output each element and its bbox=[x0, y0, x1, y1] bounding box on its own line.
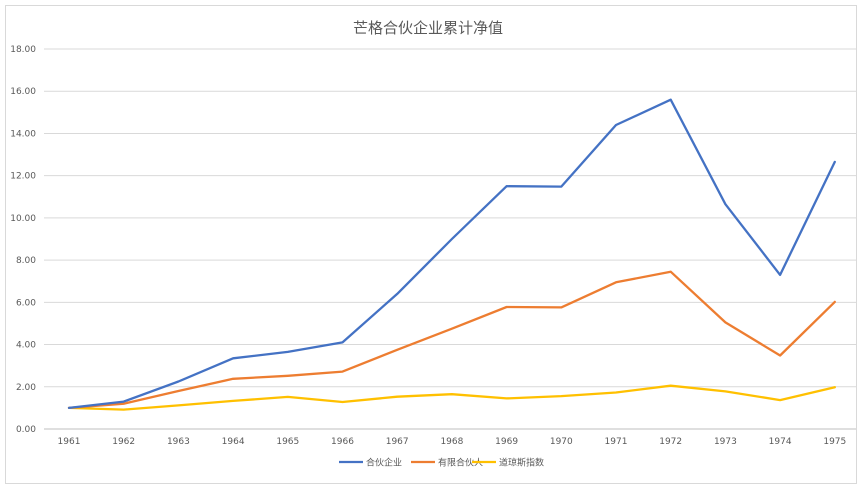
legend-item: 道琼斯指数 bbox=[472, 457, 544, 469]
x-tick-label: 1964 bbox=[222, 437, 245, 447]
x-tick-label: 1967 bbox=[386, 437, 409, 447]
chart-title: 芒格合伙企业累计净值 bbox=[353, 19, 503, 37]
grid-lines bbox=[44, 48, 856, 430]
y-tick-label: 16.00 bbox=[10, 87, 36, 97]
legend-item: 有限合伙人 bbox=[411, 457, 483, 469]
y-axis-ticks: 0.00 2.00 4.00 6.00 8.00 10.00 12.00 14.00 16.00… bbox=[10, 45, 36, 435]
x-axis-ticks: 1961 1962 1963 1964 1965 1966 1967 1968 1969 1970… bbox=[58, 437, 847, 447]
x-tick-label: 1975 bbox=[823, 437, 846, 447]
x-tick-label: 1965 bbox=[276, 437, 299, 447]
y-tick-label: 10.00 bbox=[10, 214, 36, 224]
x-tick-label: 1974 bbox=[769, 437, 792, 447]
legend: 合伙企业 有限合伙人 道琼斯指数 bbox=[339, 457, 544, 469]
series-lines bbox=[67, 98, 836, 411]
legend-item: 合伙企业 bbox=[339, 457, 402, 469]
x-tick-label: 1963 bbox=[167, 437, 190, 447]
series-line bbox=[67, 270, 836, 410]
x-tick-label: 1968 bbox=[440, 437, 463, 447]
x-tick-label: 1966 bbox=[331, 437, 354, 447]
x-tick-label: 1972 bbox=[659, 437, 682, 447]
y-tick-label: 14.00 bbox=[10, 129, 36, 139]
chart-frame bbox=[5, 5, 857, 484]
y-tick-label: 18.00 bbox=[10, 45, 36, 55]
y-tick-label: 4.00 bbox=[16, 341, 36, 351]
x-tick-label: 1969 bbox=[495, 437, 518, 447]
legend-label: 有限合伙人 bbox=[438, 457, 483, 469]
y-tick-label: 6.00 bbox=[16, 298, 36, 308]
series-line bbox=[67, 384, 836, 411]
x-tick-label: 1962 bbox=[112, 437, 135, 447]
x-tick-label: 1971 bbox=[605, 437, 628, 447]
y-tick-label: 12.00 bbox=[10, 172, 36, 182]
x-tick-label: 1970 bbox=[550, 437, 573, 447]
series-line bbox=[67, 98, 836, 410]
y-tick-label: 0.00 bbox=[16, 425, 36, 435]
x-tick-label: 1961 bbox=[58, 437, 81, 447]
y-tick-label: 8.00 bbox=[16, 256, 36, 266]
x-tick-label: 1973 bbox=[714, 437, 737, 447]
legend-label: 合伙企业 bbox=[366, 457, 402, 469]
legend-label: 道琼斯指数 bbox=[499, 457, 544, 469]
y-tick-label: 2.00 bbox=[16, 383, 36, 393]
